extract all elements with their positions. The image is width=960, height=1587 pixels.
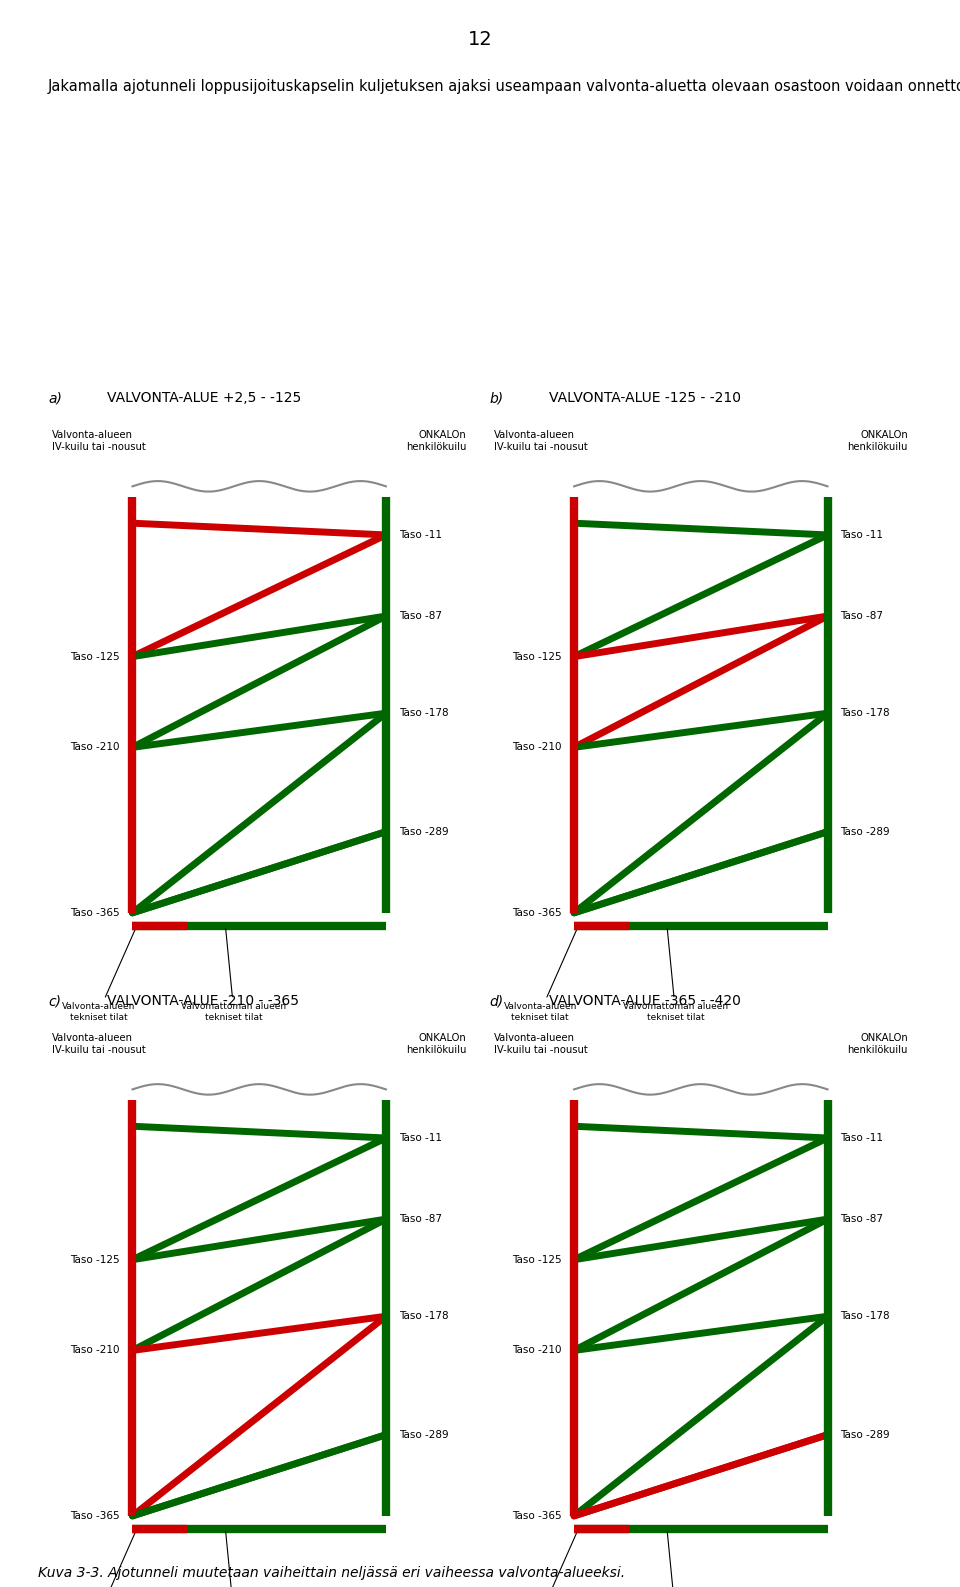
Text: Taso -178: Taso -178 [398,1311,448,1322]
Text: Valvonta-alueen
tekniset tilat: Valvonta-alueen tekniset tilat [504,928,577,1022]
Text: Valvonta-alueen
IV-kuilu tai -nousut: Valvonta-alueen IV-kuilu tai -nousut [52,1033,146,1055]
Text: Taso -125: Taso -125 [70,652,120,662]
Text: VALVONTA-ALUE +2,5 - -125: VALVONTA-ALUE +2,5 - -125 [108,392,301,405]
Text: Taso -87: Taso -87 [840,1214,883,1224]
Text: Taso -365: Taso -365 [512,908,562,917]
Text: Valvonta-alueen
tekniset tilat: Valvonta-alueen tekniset tilat [504,1531,577,1587]
Text: ONKALOn
henkilökuilu: ONKALOn henkilökuilu [406,1033,467,1055]
Text: ONKALOn
henkilökuilu: ONKALOn henkilökuilu [848,1033,908,1055]
Text: Valvomattoman alueen
tekniset tilat: Valvomattoman alueen tekniset tilat [623,1531,728,1587]
Text: Taso -11: Taso -11 [398,1133,442,1143]
Text: Taso -210: Taso -210 [512,743,562,752]
Text: Taso -289: Taso -289 [840,827,890,836]
Text: Taso -365: Taso -365 [512,1511,562,1520]
Text: Taso -87: Taso -87 [398,1214,442,1224]
Text: c): c) [48,995,61,1008]
Text: Jakamalla ajotunneli loppusijoituskapselin kuljetuksen ajaksi useampaan valvonta: Jakamalla ajotunneli loppusijoituskapsel… [48,79,960,94]
Text: Taso -289: Taso -289 [398,1430,448,1439]
Text: Valvonta-alueen
IV-kuilu tai -nousut: Valvonta-alueen IV-kuilu tai -nousut [493,1033,588,1055]
Text: VALVONTA-ALUE -125 - -210: VALVONTA-ALUE -125 - -210 [549,392,741,405]
Text: Taso -178: Taso -178 [398,708,448,719]
Text: Valvomattoman alueen
tekniset tilat: Valvomattoman alueen tekniset tilat [181,1531,286,1587]
Text: Taso -87: Taso -87 [840,611,883,621]
Text: Taso -11: Taso -11 [840,1133,883,1143]
Text: Valvomattoman alueen
tekniset tilat: Valvomattoman alueen tekniset tilat [623,928,728,1022]
Text: VALVONTA-ALUE -210 - -365: VALVONTA-ALUE -210 - -365 [108,995,300,1008]
Text: 12: 12 [468,30,492,49]
Text: Taso -11: Taso -11 [840,530,883,540]
Text: Taso -125: Taso -125 [70,1255,120,1265]
Text: VALVONTA-ALUE -365 - -420: VALVONTA-ALUE -365 - -420 [549,995,740,1008]
Text: Valvomattoman alueen
tekniset tilat: Valvomattoman alueen tekniset tilat [181,928,286,1022]
Text: Taso -178: Taso -178 [840,708,890,719]
Text: Taso -125: Taso -125 [512,652,562,662]
Text: Valvonta-alueen
IV-kuilu tai -nousut: Valvonta-alueen IV-kuilu tai -nousut [52,430,146,452]
Text: a): a) [48,392,61,405]
Text: Taso -210: Taso -210 [70,743,120,752]
Text: Taso -210: Taso -210 [512,1346,562,1355]
Text: Taso -289: Taso -289 [840,1430,890,1439]
Text: Taso -125: Taso -125 [512,1255,562,1265]
Text: Valvonta-alueen
IV-kuilu tai -nousut: Valvonta-alueen IV-kuilu tai -nousut [493,430,588,452]
Text: Valvonta-alueen
tekniset tilat: Valvonta-alueen tekniset tilat [62,1531,135,1587]
Text: Taso -365: Taso -365 [70,908,120,917]
Text: Taso -365: Taso -365 [70,1511,120,1520]
Text: Taso -11: Taso -11 [398,530,442,540]
Text: Kuva 3-3. Ajotunneli muutetaan vaiheittain neljässä eri vaiheessa valvonta-aluee: Kuva 3-3. Ajotunneli muutetaan vaiheitta… [38,1566,626,1579]
Text: ONKALOn
henkilökuilu: ONKALOn henkilökuilu [848,430,908,452]
Text: Taso -87: Taso -87 [398,611,442,621]
Text: d): d) [490,995,504,1008]
Text: Taso -210: Taso -210 [70,1346,120,1355]
Text: Valvonta-alueen
tekniset tilat: Valvonta-alueen tekniset tilat [62,928,135,1022]
Text: Taso -178: Taso -178 [840,1311,890,1322]
Text: b): b) [490,392,504,405]
Text: Taso -289: Taso -289 [398,827,448,836]
Text: ONKALOn
henkilökuilu: ONKALOn henkilökuilu [406,430,467,452]
